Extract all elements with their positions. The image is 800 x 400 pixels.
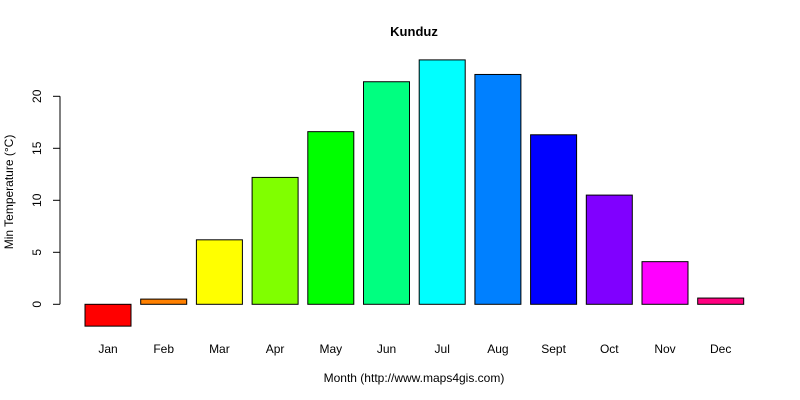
x-tick-label: Aug	[487, 342, 508, 356]
bars	[84, 59, 745, 327]
y-tick-label: 5	[30, 249, 44, 256]
bar-mar	[195, 239, 243, 305]
chart-title: Kunduz	[390, 24, 438, 39]
x-tick-label: Jun	[377, 342, 396, 356]
bar-may	[307, 131, 355, 305]
bar-aug	[474, 73, 522, 305]
bar-jan	[84, 303, 132, 327]
x-tick-label: May	[319, 342, 342, 356]
x-axis-label: Month (http://www.maps4gis.com)	[324, 371, 505, 385]
y-axis: 0 5 10 15 20	[30, 89, 61, 308]
bar-feb	[140, 298, 188, 305]
y-tick-label: 0	[30, 301, 44, 308]
x-tick-label: Sept	[541, 342, 566, 356]
x-tick-label: Feb	[153, 342, 174, 356]
bar-jul	[418, 59, 466, 305]
y-tick-label: 10	[30, 193, 44, 207]
bar-jun	[363, 81, 410, 305]
y-tick-label: 20	[30, 89, 44, 103]
x-tick-label: Apr	[266, 342, 285, 356]
y-axis-label: Min Temperature (°C)	[2, 135, 16, 250]
y-tick-label: 15	[30, 141, 44, 155]
x-tick-label: Dec	[710, 342, 731, 356]
bar-apr	[251, 176, 299, 305]
bar-dec	[697, 297, 745, 305]
x-tick-label: Oct	[600, 342, 619, 356]
bar-nov	[641, 261, 689, 305]
x-tick-label: Jan	[98, 342, 117, 356]
bar-oct	[585, 194, 633, 305]
x-tick-label: Nov	[654, 342, 675, 356]
x-tick-label: Mar	[209, 342, 230, 356]
x-tick-label: Jul	[435, 342, 450, 356]
x-axis-tick-labels: Jan Feb Mar Apr May Jun Jul Aug Sept Oct Nov Dec	[98, 342, 731, 356]
bar-sept	[530, 134, 578, 305]
